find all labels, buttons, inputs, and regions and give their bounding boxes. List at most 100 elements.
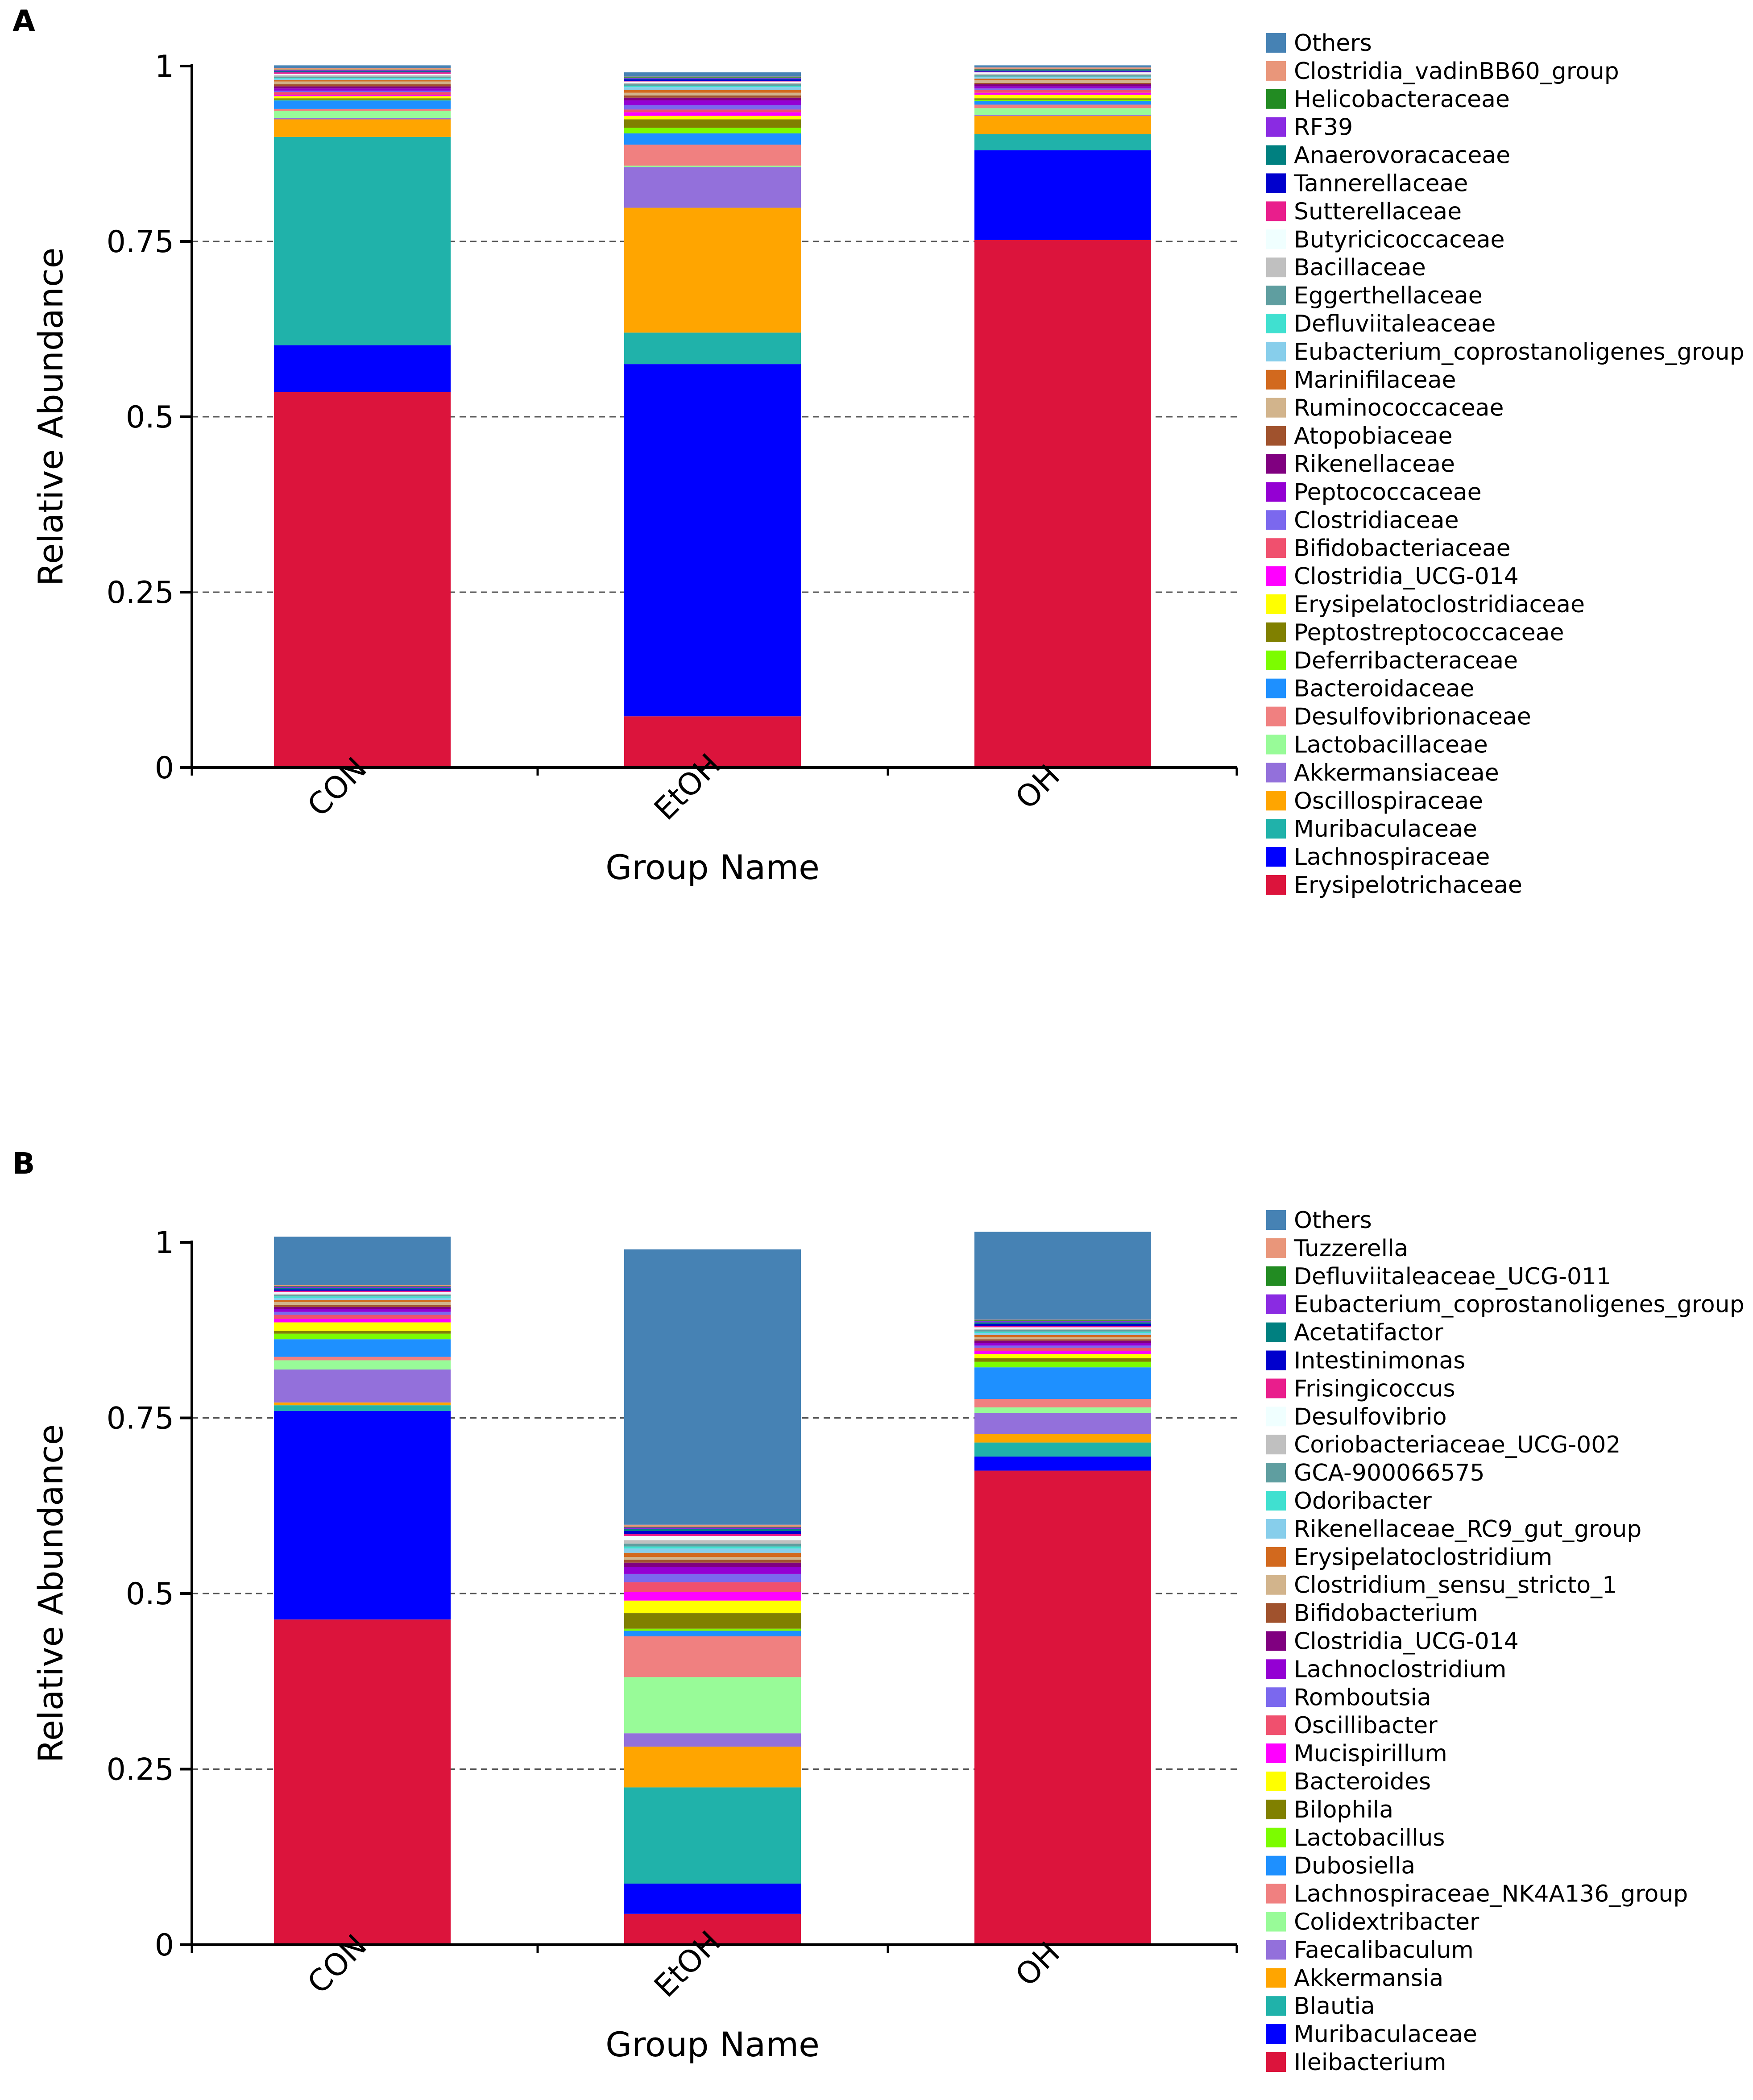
- legend-swatch: [1266, 594, 1286, 614]
- bar-segment: [274, 1369, 451, 1403]
- bar-segment: [624, 87, 801, 90]
- bar-segment: [974, 84, 1151, 87]
- legend-item: Muribaculaceae: [1266, 816, 1477, 842]
- legend-swatch: [1266, 1659, 1286, 1679]
- y-tick-label: 1: [155, 1225, 174, 1261]
- legend-swatch: [1266, 538, 1286, 558]
- bar-segment: [274, 1300, 451, 1302]
- bar-segment: [624, 1544, 801, 1547]
- legend-label: Frisingicoccus: [1294, 1375, 1455, 1402]
- bar-stack-oh: [974, 65, 1151, 768]
- bar-segment: [274, 71, 451, 73]
- bar-segment: [624, 72, 801, 77]
- legend-label: Rikenellaceae: [1294, 451, 1455, 478]
- bar-segment: [274, 1288, 451, 1290]
- bar-segment: [274, 80, 451, 82]
- bar-segment: [974, 69, 1151, 71]
- bar-segment: [624, 1913, 801, 1945]
- y-tick-label: 0.5: [126, 1577, 174, 1612]
- legend-item: Rikenellaceae_RC9_gut_group: [1266, 1516, 1641, 1543]
- legend-swatch: [1266, 1996, 1286, 2016]
- bar-segment: [974, 86, 1151, 89]
- bar-segment: [274, 137, 451, 345]
- bar-segment: [274, 1287, 451, 1288]
- legend-label: Acetatifactor: [1294, 1320, 1443, 1346]
- legend-item: Mucispirillum: [1266, 1740, 1447, 1767]
- bar-segment: [274, 1315, 451, 1319]
- bar-segment: [274, 1298, 451, 1300]
- legend-label: Anaerovoracaceae: [1294, 142, 1510, 169]
- bar-segment: [974, 1413, 1151, 1434]
- bar-segment: [274, 345, 451, 392]
- bar-segment: [974, 1322, 1151, 1324]
- legend-label: Coriobacteriaceae_UCG-002: [1294, 1432, 1620, 1458]
- bar-segment: [624, 1557, 801, 1560]
- legend-item: Frisingicoccus: [1266, 1375, 1455, 1402]
- bar-segment: [624, 90, 801, 93]
- x-axis-title: Group Name: [605, 847, 820, 887]
- bar-segment: [274, 1319, 451, 1323]
- bar-segment: [624, 716, 801, 768]
- bar-segment: [974, 1321, 1151, 1323]
- bar-segment: [624, 1548, 801, 1553]
- legend-item: Helicobacteraceae: [1266, 86, 1510, 113]
- y-tick-label: 0: [155, 1928, 174, 1963]
- legend-label: Desulfovibrio: [1294, 1403, 1447, 1430]
- bar-segment: [274, 118, 451, 120]
- bar-segment: [624, 1529, 801, 1531]
- legend-item: Peptostreptococcaceae: [1266, 619, 1564, 646]
- bar-segment: [274, 1322, 451, 1331]
- legend-swatch: [1266, 706, 1286, 726]
- bar-segment: [974, 1354, 1151, 1358]
- legend-label: Bacteroides: [1294, 1768, 1431, 1795]
- legend-swatch: [1266, 314, 1286, 333]
- legend-swatch: [1266, 678, 1286, 698]
- legend-label: Marinifilaceae: [1294, 367, 1456, 394]
- legend-label: Colidextribacter: [1294, 1909, 1479, 1936]
- bar-segment: [274, 1357, 451, 1361]
- bar-segment: [974, 95, 1151, 99]
- bar-segment: [624, 133, 801, 145]
- legend-item: Acetatifactor: [1266, 1320, 1443, 1346]
- legend-swatch: [1266, 229, 1286, 249]
- bar-segment: [274, 96, 451, 99]
- bar-segment: [624, 1787, 801, 1884]
- bar-segment: [974, 80, 1151, 83]
- legend-label: Oscillibacter: [1294, 1712, 1438, 1739]
- legend-label: Others: [1294, 1207, 1372, 1234]
- bar-segment: [974, 1328, 1151, 1330]
- legend-item: Ileibacterium: [1266, 2049, 1446, 2076]
- bar-segment: [974, 240, 1151, 768]
- bar-segment: [974, 67, 1151, 69]
- legend-item: Oscillospiraceae: [1266, 788, 1483, 814]
- bar-segment: [274, 108, 451, 111]
- bar-segment: [624, 1562, 801, 1567]
- legend-item: Clostridia_UCG-014: [1266, 1628, 1519, 1655]
- legend-label: Butyricicoccaceae: [1294, 226, 1505, 253]
- legend-swatch: [1266, 1968, 1286, 1988]
- legend-label: Clostridia_UCG-014: [1294, 1628, 1519, 1655]
- legend-swatch: [1266, 1435, 1286, 1455]
- legend-item: Eggerthellaceae: [1266, 282, 1483, 309]
- bar-stack-con: [274, 1237, 451, 1945]
- bar-segment: [274, 1619, 451, 1945]
- legend-swatch: [1266, 622, 1286, 642]
- bar-segment: [274, 92, 451, 95]
- bar-segment: [624, 112, 801, 116]
- legend-item: GCA-900066575: [1266, 1460, 1485, 1486]
- bar-segment: [274, 1360, 451, 1370]
- bar-segment: [274, 1405, 451, 1411]
- bar-segment: [974, 1345, 1151, 1348]
- legend-item: Lactobacillus: [1266, 1825, 1445, 1851]
- bar-segment: [974, 104, 1151, 108]
- legend-label: Ruminococcaceae: [1294, 395, 1504, 422]
- legend-swatch: [1266, 1884, 1286, 1904]
- bar-segment: [274, 119, 451, 137]
- legend-label: Erysipelotrichaceae: [1294, 872, 1522, 899]
- bar-segment: [974, 90, 1151, 93]
- bar-segment: [274, 1237, 451, 1286]
- legend-swatch: [1266, 89, 1286, 109]
- legend-item: Colidextribacter: [1266, 1909, 1479, 1936]
- bar-segment: [974, 100, 1151, 101]
